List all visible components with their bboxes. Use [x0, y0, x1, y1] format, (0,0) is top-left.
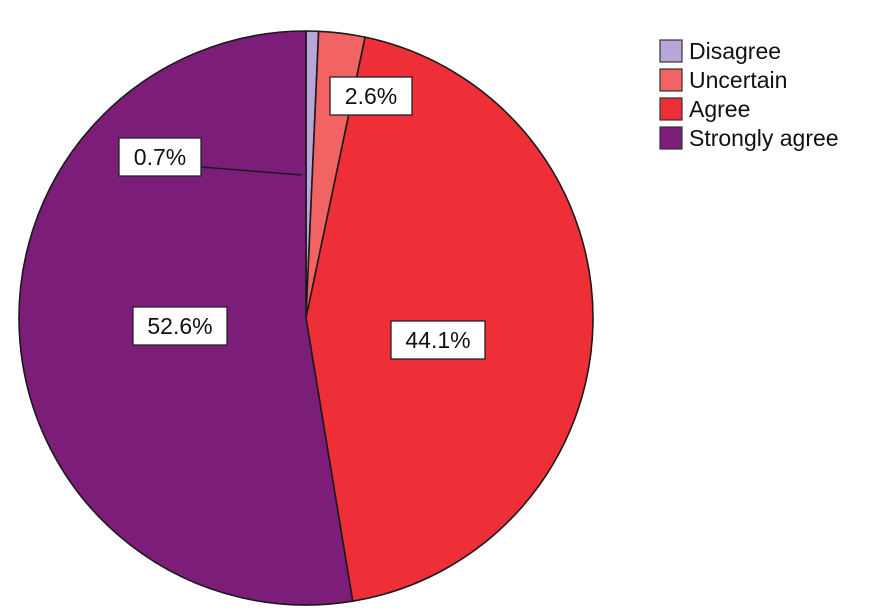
pie-slice-agree [305, 36, 594, 602]
legend-swatch [659, 126, 683, 150]
legend-label: Uncertain [689, 67, 787, 93]
leader-line [200, 166, 303, 176]
legend-swatch [659, 97, 683, 121]
label-leaders [200, 166, 303, 176]
data-label-box [390, 320, 486, 360]
data-label-text: 2.6% [345, 83, 397, 109]
pie-slices [18, 30, 594, 606]
data-label-box [118, 137, 202, 177]
legend-label: Disagree [689, 38, 781, 64]
data-label-agree: 44.1% [390, 320, 486, 360]
legend-label: Strongly agree [689, 125, 839, 151]
data-label-box [132, 306, 228, 346]
legend-swatch [659, 68, 683, 92]
data-label-strongly-agree: 52.6% [132, 306, 228, 346]
data-label-disagree: 0.7% [118, 137, 202, 177]
legend-label: Agree [689, 96, 750, 122]
data-label-box [329, 76, 413, 116]
data-label-text: 0.7% [134, 144, 186, 170]
legend: Disagree Uncertain Agree Strongly agree [659, 38, 839, 151]
legend-item-strongly-agree: Strongly agree [659, 125, 839, 151]
data-labels: 0.7% 2.6% 44.1% 52.6% [118, 76, 486, 360]
legend-swatch [659, 39, 683, 63]
legend-item-agree: Agree [659, 96, 750, 122]
data-label-text: 44.1% [405, 327, 470, 353]
data-label-uncertain: 2.6% [329, 76, 413, 116]
legend-item-disagree: Disagree [659, 38, 781, 64]
data-label-text: 52.6% [147, 313, 212, 339]
legend-item-uncertain: Uncertain [659, 67, 787, 93]
